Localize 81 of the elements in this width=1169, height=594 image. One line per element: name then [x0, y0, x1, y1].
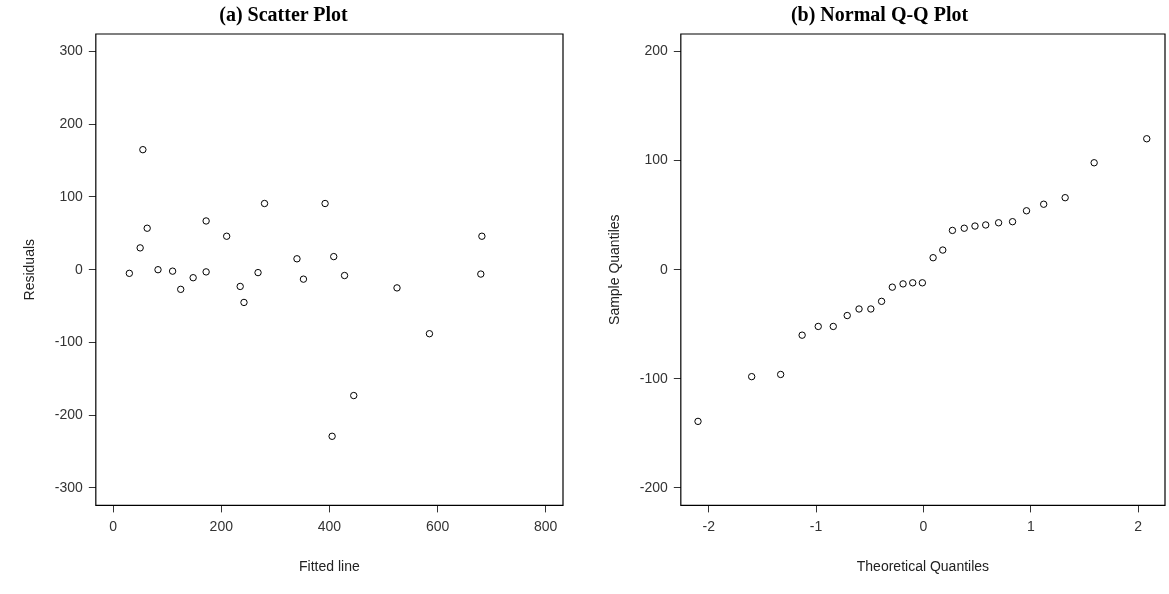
- x-tick-label: 200: [209, 517, 234, 534]
- point: [293, 255, 301, 263]
- point: [918, 279, 927, 287]
- point: [189, 274, 197, 282]
- point: [1061, 193, 1069, 202]
- point: [747, 372, 756, 381]
- y-tick-label: -100: [54, 333, 84, 350]
- chart-title: (a) Scatter Plot: [219, 3, 349, 27]
- point: [888, 283, 897, 291]
- point: [694, 417, 702, 426]
- point: [260, 199, 269, 208]
- point: [330, 252, 338, 261]
- y-axis-title: Residuals: [21, 238, 38, 301]
- point: [154, 266, 162, 274]
- point: [299, 275, 308, 283]
- point: [393, 284, 401, 292]
- point: [236, 282, 244, 291]
- point: [929, 254, 937, 262]
- chart-title: (b) Normal Q-Q Plot: [790, 3, 969, 27]
- point: [899, 280, 907, 288]
- y-tick-label: 0: [660, 260, 669, 277]
- point: [982, 221, 990, 229]
- point: [477, 270, 485, 278]
- point: [168, 267, 177, 275]
- point: [1039, 200, 1048, 208]
- x-tick-label: 600: [425, 517, 450, 534]
- point: [867, 305, 875, 313]
- x-tick-label: 400: [317, 517, 342, 534]
- x-tick-label: 0: [109, 517, 118, 534]
- y-tick-label: -200: [639, 478, 669, 495]
- point: [948, 226, 957, 235]
- x-tick-label: -2: [702, 517, 716, 534]
- point: [1022, 207, 1031, 215]
- point: [909, 279, 917, 287]
- point: [202, 217, 210, 225]
- point: [1143, 135, 1151, 143]
- point: [202, 268, 210, 276]
- x-axis-title: Theoretical Quantiles: [856, 558, 990, 575]
- point: [971, 222, 979, 230]
- point: [425, 330, 434, 338]
- x-tick-label: 1: [1026, 517, 1035, 534]
- point: [994, 219, 1003, 227]
- y-tick-label: 200: [644, 42, 669, 59]
- x-tick-label: 2: [1134, 517, 1143, 534]
- point: [177, 285, 185, 294]
- point: [222, 232, 231, 240]
- y-tick-label: -200: [54, 406, 84, 423]
- point: [340, 271, 349, 280]
- point: [855, 305, 863, 313]
- point: [776, 370, 785, 379]
- point: [1008, 217, 1017, 226]
- point: [829, 322, 837, 331]
- y-tick-label: -300: [54, 478, 84, 495]
- point: [143, 224, 151, 232]
- point: [877, 297, 886, 306]
- point: [843, 311, 851, 320]
- point: [328, 432, 336, 440]
- y-tick-label: 200: [59, 115, 84, 132]
- point: [350, 391, 358, 400]
- point: [478, 232, 486, 240]
- point: [240, 298, 248, 307]
- point: [321, 199, 329, 208]
- point: [254, 268, 262, 277]
- y-tick-label: 100: [59, 187, 84, 204]
- y-tick-label: 100: [644, 151, 669, 168]
- point: [139, 145, 147, 154]
- x-tick-label: 800: [534, 517, 558, 534]
- x-tick-label: -1: [809, 517, 823, 534]
- y-tick-label: 300: [59, 42, 84, 59]
- point: [1090, 159, 1098, 167]
- point: [136, 244, 144, 252]
- x-axis-title: Fitted line: [299, 558, 360, 575]
- point: [939, 246, 947, 254]
- point: [798, 331, 806, 339]
- y-tick-label: 0: [75, 260, 84, 277]
- y-tick-label: -100: [639, 369, 669, 386]
- point: [814, 322, 822, 331]
- x-tick-label: 0: [919, 517, 928, 534]
- y-axis-title: Sample Quantiles: [606, 214, 623, 325]
- point: [960, 224, 968, 232]
- point: [125, 269, 134, 278]
